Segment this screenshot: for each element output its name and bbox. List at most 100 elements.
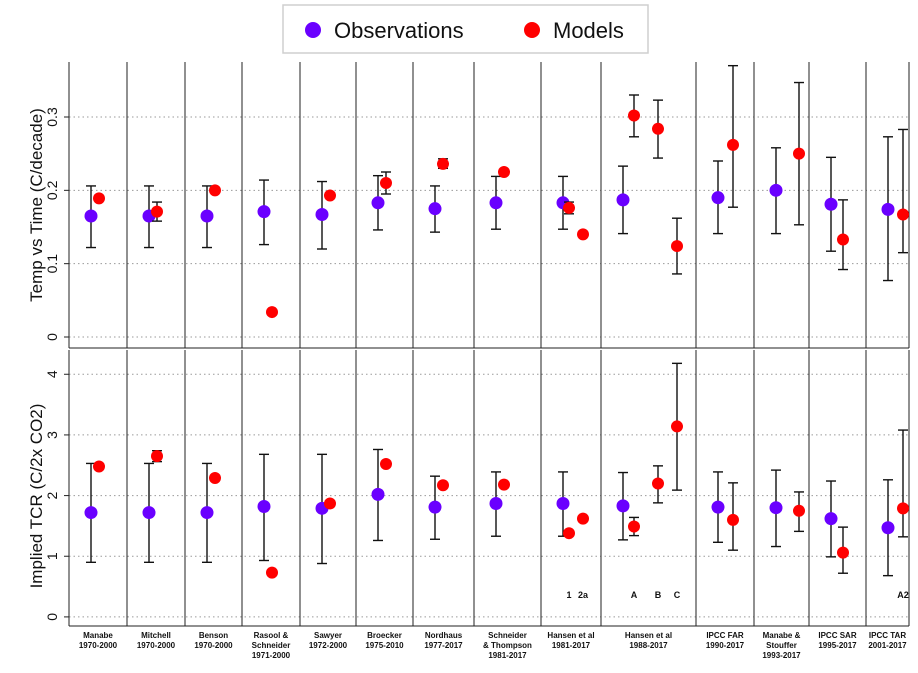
model-scenario-label: B xyxy=(655,590,662,600)
bottom-model-point xyxy=(837,546,849,559)
bottom-observation-point xyxy=(769,501,783,515)
bottom-panel: 0 1 2 3 4 1 2a A B C A2 xyxy=(44,350,910,627)
top-model-point xyxy=(577,228,589,241)
legend: Observations Models xyxy=(282,4,649,54)
bottom-observation-point xyxy=(371,487,385,501)
model-scenario-label: A2 xyxy=(897,590,909,600)
top-model-point xyxy=(897,208,909,221)
group-label: Schneider & Thompson 1981-2017 xyxy=(483,631,532,660)
model-scenario-label: C xyxy=(674,590,681,600)
top-observation-point xyxy=(428,202,442,216)
bottom-y-axis-label: Implied TCR (C/2x CO2) xyxy=(27,404,46,589)
bottom-observation-point xyxy=(428,500,442,514)
bottom-model-point xyxy=(151,450,163,463)
top-model-point xyxy=(628,109,640,122)
top-observation-point xyxy=(489,196,503,210)
bottom-observation-point xyxy=(881,521,895,535)
group-label: IPCC FAR 1990-2017 xyxy=(706,631,745,650)
top-y-tick-label: 0 xyxy=(44,333,60,341)
top-model-point xyxy=(793,147,805,160)
top-y-tick-label: 0.3 xyxy=(44,107,60,127)
bottom-observation-point xyxy=(824,512,838,526)
model-scenario-label: 2a xyxy=(578,590,589,600)
group-label: Manabe 1970-2000 xyxy=(79,631,118,650)
top-model-point xyxy=(671,240,683,253)
bottom-model-point xyxy=(266,566,278,579)
top-model-point xyxy=(151,205,163,218)
bottom-model-point xyxy=(93,460,105,473)
bottom-model-point xyxy=(437,479,449,492)
top-observation-point xyxy=(711,191,725,205)
top-observation-point xyxy=(769,183,783,197)
top-model-point xyxy=(727,138,739,151)
top-model-point xyxy=(324,189,336,202)
top-panel: 0 0.1 0.2 0.3 xyxy=(44,62,910,349)
bottom-model-point xyxy=(380,458,392,471)
top-observation-point xyxy=(616,193,630,207)
top-observation-point xyxy=(824,197,838,211)
bottom-observation-point xyxy=(711,500,725,514)
bottom-y-tick-label: 1 xyxy=(44,552,60,560)
top-y-axis-label: Temp vs Time (C/decade) xyxy=(27,108,46,302)
top-y-tick-label: 0.1 xyxy=(44,254,60,274)
bottom-model-point xyxy=(793,504,805,517)
group-labels: Manabe 1970-2000 Mitchell 1970-2000 Benson 19… xyxy=(79,631,907,660)
bottom-model-point xyxy=(727,513,739,526)
top-observation-point xyxy=(315,208,329,222)
top-observation-point xyxy=(371,196,385,210)
top-observation-point xyxy=(84,209,98,223)
top-model-point xyxy=(837,233,849,246)
group-label: Hansen et al 1981-2017 xyxy=(547,631,594,650)
bottom-y-tick-label: 2 xyxy=(44,491,60,499)
top-model-point xyxy=(266,306,278,319)
top-y-tick-label: 0.2 xyxy=(44,180,60,200)
top-model-point xyxy=(93,192,105,205)
bottom-model-point xyxy=(897,502,909,515)
bottom-model-point xyxy=(652,477,664,490)
legend-models-label: Models xyxy=(553,18,624,43)
bottom-y-tick-label: 0 xyxy=(44,613,60,621)
legend-models-marker xyxy=(524,22,540,38)
bottom-observation-point xyxy=(556,496,570,510)
top-observation-point xyxy=(257,205,271,219)
bottom-model-point xyxy=(324,497,336,510)
bottom-observation-point xyxy=(84,506,98,520)
legend-observations-marker xyxy=(305,22,321,38)
top-model-point xyxy=(380,177,392,189)
bottom-model-point xyxy=(498,478,510,491)
top-model-point xyxy=(209,184,221,197)
bottom-observation-point xyxy=(489,496,503,510)
group-label: Mitchell 1970-2000 xyxy=(137,631,176,650)
group-label: Manabe & Stouffer 1993-2017 xyxy=(762,631,801,660)
bottom-model-error-bar xyxy=(898,429,908,538)
group-label: Broecker 1975-2010 xyxy=(365,631,404,650)
top-observation-point xyxy=(881,202,895,216)
bottom-observation-point xyxy=(142,506,156,520)
model-scenario-label: A xyxy=(631,590,638,600)
group-label: Benson 1970-2000 xyxy=(194,631,233,650)
bottom-model-point xyxy=(671,420,683,433)
top-observation-point xyxy=(200,209,214,223)
bottom-model-point xyxy=(209,471,221,484)
bottom-observation-point xyxy=(200,506,214,520)
group-label: Rasool & Schneider 1971-2000 xyxy=(252,631,291,660)
top-model-error-bar xyxy=(898,128,908,254)
group-label: Sawyer 1972-2000 xyxy=(309,631,348,650)
bottom-observation-point xyxy=(616,499,630,513)
group-label: Nordhaus 1977-2017 xyxy=(424,631,463,650)
group-label: Hansen et al 1988-2017 xyxy=(625,631,672,650)
bottom-model-point xyxy=(628,520,640,533)
group-label: IPCC SAR 1995-2017 xyxy=(818,631,857,650)
top-model-error-bar xyxy=(728,64,738,208)
top-model-point xyxy=(563,201,575,214)
bottom-model-point xyxy=(563,527,575,540)
legend-box xyxy=(282,4,649,54)
bottom-y-tick-label: 4 xyxy=(44,370,60,378)
bottom-model-point xyxy=(577,512,589,525)
top-model-point xyxy=(498,166,510,178)
model-scenario-label: 1 xyxy=(566,590,571,600)
legend-observations-label: Observations xyxy=(334,18,464,43)
bottom-observation-point xyxy=(257,500,271,514)
top-model-point xyxy=(437,157,449,170)
